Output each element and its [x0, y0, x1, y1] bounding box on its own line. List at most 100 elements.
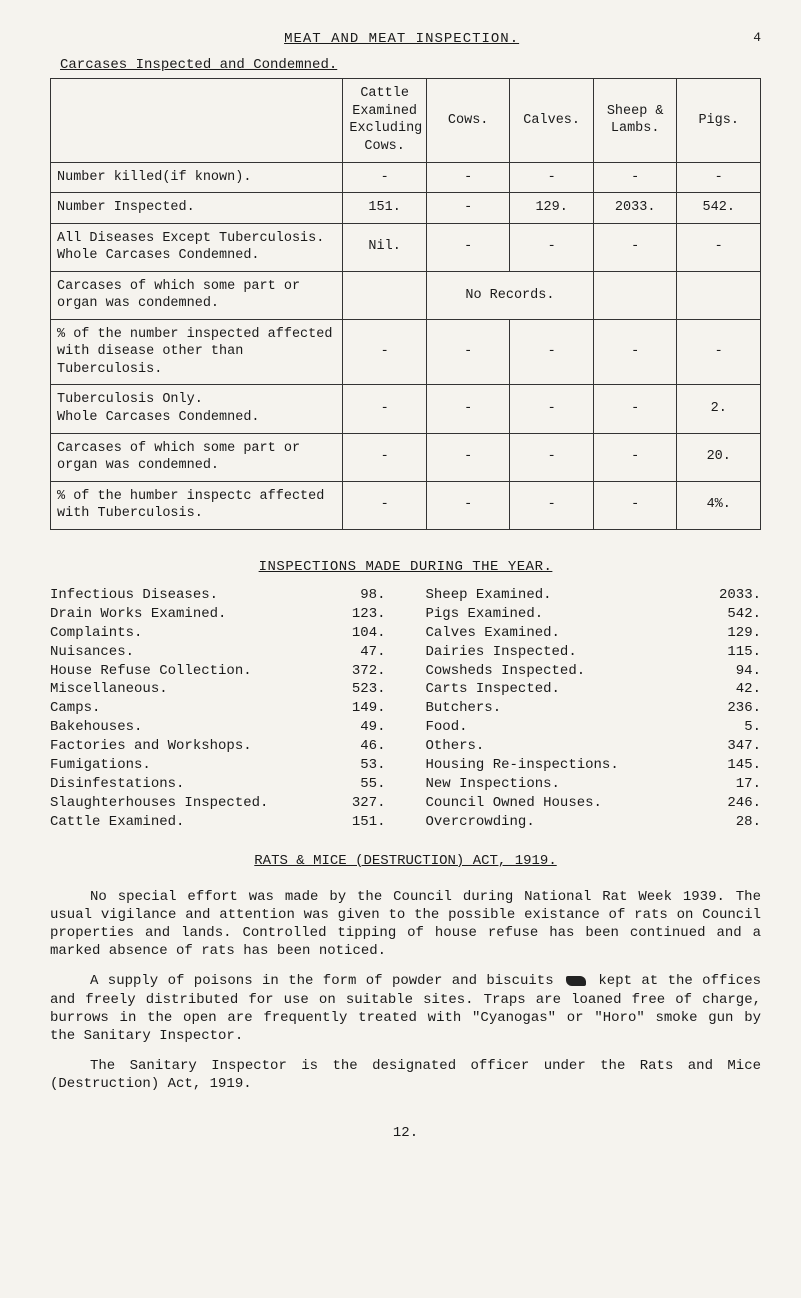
list-item-label: Housing Re-inspections. — [426, 756, 619, 775]
list-item-label: Factories and Workshops. — [50, 737, 252, 756]
page-number-bottom: 12. — [50, 1124, 761, 1142]
list-item: Slaughterhouses Inspected.327. — [50, 794, 386, 813]
inspections-right-column: Sheep Examined.2033.Pigs Examined.542.Ca… — [426, 586, 762, 832]
list-item-value: 5. — [713, 718, 761, 737]
cell: - — [677, 319, 761, 385]
list-item: Nuisances. 47. — [50, 643, 386, 662]
cell: - — [426, 433, 510, 481]
cell: - — [677, 223, 761, 271]
list-item-label: Cowsheds Inspected. — [426, 662, 586, 681]
cell: - — [343, 162, 427, 193]
table-row: % of the humber inspectc affected with T… — [51, 481, 761, 529]
cell — [343, 271, 427, 319]
list-item: Fumigations. 53. — [50, 756, 386, 775]
list-item-label: Carts Inspected. — [426, 680, 560, 699]
cell: - — [343, 433, 427, 481]
list-item-value: 104. — [338, 624, 386, 643]
list-item-value: 98. — [338, 586, 386, 605]
cell: - — [593, 319, 677, 385]
list-item-label: Nuisances. — [50, 643, 134, 662]
list-item-label: Overcrowding. — [426, 813, 535, 832]
list-item-label: Calves Examined. — [426, 624, 560, 643]
ink-blot-icon — [566, 976, 586, 986]
list-item-label: House Refuse Collection. — [50, 662, 252, 681]
paragraph: A supply of poisons in the form of powde… — [50, 972, 761, 1045]
list-item-label: Food. — [426, 718, 468, 737]
list-item-label: Pigs Examined. — [426, 605, 544, 624]
list-item-value: 94. — [713, 662, 761, 681]
table-row: Number killed(if known). - - - - - — [51, 162, 761, 193]
list-item-label: Dairies Inspected. — [426, 643, 577, 662]
list-item-value: 123. — [338, 605, 386, 624]
list-item-value: 145. — [713, 756, 761, 775]
section-heading-rats-mice: RATS & MICE (DESTRUCTION) ACT, 1919. — [50, 852, 761, 870]
list-item: Overcrowding. 28. — [426, 813, 762, 832]
list-item-value: 42. — [713, 680, 761, 699]
list-item-value: 49. — [338, 718, 386, 737]
cell: - — [426, 385, 510, 433]
section-heading-inspections: INSPECTIONS MADE DURING THE YEAR. — [50, 558, 761, 576]
th-sheep: Sheep & Lambs. — [593, 79, 677, 162]
list-item-value: 129. — [713, 624, 761, 643]
cell: - — [510, 223, 594, 271]
table-row: All Diseases Except Tuberculosis. Whole … — [51, 223, 761, 271]
cell: - — [510, 433, 594, 481]
list-item-value: 2033. — [711, 586, 761, 605]
cell-no-records: No Records. — [426, 271, 593, 319]
list-item-label: Bakehouses. — [50, 718, 142, 737]
list-item: Bakehouses. 49. — [50, 718, 386, 737]
list-item-value: 246. — [713, 794, 761, 813]
paragraph: The Sanitary Inspector is the designated… — [50, 1057, 761, 1093]
list-item-label: Drain Works Examined. — [50, 605, 226, 624]
list-item-value: 47. — [338, 643, 386, 662]
list-item: House Refuse Collection. 372. — [50, 662, 386, 681]
list-item: Drain Works Examined. 123. — [50, 605, 386, 624]
cell: - — [593, 433, 677, 481]
row-label: All Diseases Except Tuberculosis. Whole … — [51, 223, 343, 271]
list-item-value: 28. — [713, 813, 761, 832]
list-item-value: 115. — [713, 643, 761, 662]
cell: 151. — [343, 193, 427, 224]
list-item: New Inspections. 17. — [426, 775, 762, 794]
row-label: % of the humber inspectc affected with T… — [51, 481, 343, 529]
list-item: Food. 5. — [426, 718, 762, 737]
th-cattle: Cattle Examined Excluding Cows. — [343, 79, 427, 162]
row-label: Number Inspected. — [51, 193, 343, 224]
cell: - — [426, 223, 510, 271]
list-item: Cattle Examined. 151. — [50, 813, 386, 832]
list-item: Cowsheds Inspected. 94. — [426, 662, 762, 681]
list-item: Housing Re-inspections. 145. — [426, 756, 762, 775]
list-item-label: Miscellaneous. — [50, 680, 168, 699]
list-item-value: 372. — [338, 662, 386, 681]
cell: - — [593, 162, 677, 193]
list-item-label: Council Owned Houses. — [426, 794, 602, 813]
list-item-value: 53. — [338, 756, 386, 775]
table-row: Tuberculosis Only. Whole Carcases Condem… — [51, 385, 761, 433]
cell: - — [343, 481, 427, 529]
cell: - — [510, 162, 594, 193]
cell: - — [593, 385, 677, 433]
list-item-label: Complaints. — [50, 624, 142, 643]
list-item: Carts Inspected. 42. — [426, 680, 762, 699]
page-title: MEAT AND MEAT INSPECTION. — [50, 30, 761, 48]
table-row: % of the number inspected affected with … — [51, 319, 761, 385]
list-item-label: Cattle Examined. — [50, 813, 184, 832]
list-item-label: Fumigations. — [50, 756, 151, 775]
cell: 2033. — [593, 193, 677, 224]
list-item-value: 46. — [338, 737, 386, 756]
list-item-value: 151. — [338, 813, 386, 832]
paragraph: No special effort was made by the Counci… — [50, 888, 761, 961]
list-item: Pigs Examined.542. — [426, 605, 762, 624]
list-item-value: 523. — [338, 680, 386, 699]
list-item-label: Disinfestations. — [50, 775, 184, 794]
list-item-label: New Inspections. — [426, 775, 560, 794]
list-item-value: 17. — [713, 775, 761, 794]
cell: - — [343, 319, 427, 385]
cell: 129. — [510, 193, 594, 224]
row-label: % of the number inspected affected with … — [51, 319, 343, 385]
cell: - — [593, 223, 677, 271]
th-cows: Cows. — [426, 79, 510, 162]
list-item-label: Infectious Diseases. — [50, 586, 218, 605]
row-label: Carcases of which some part or organ was… — [51, 433, 343, 481]
list-item-label: Others. — [426, 737, 485, 756]
